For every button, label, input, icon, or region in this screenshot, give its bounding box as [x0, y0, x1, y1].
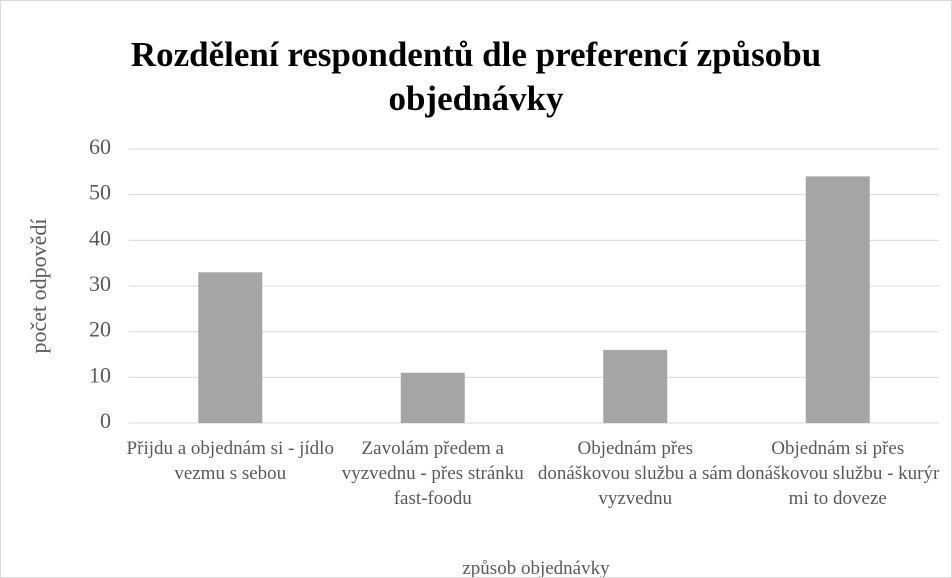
bar: [805, 176, 870, 423]
y-tick-label: 30: [89, 271, 111, 296]
y-tick-label: 60: [89, 134, 111, 159]
chart-title: Rozdělení respondentů dle preferencí způ…: [130, 35, 822, 118]
y-tick-label: 10: [89, 362, 111, 387]
bar: [198, 272, 263, 423]
y-tick-label: 40: [89, 225, 111, 250]
y-tick-label: 20: [89, 317, 111, 342]
y-axis-label: počet odpovědí: [26, 218, 51, 353]
y-tick-label: 0: [100, 408, 111, 433]
y-tick-label: 50: [89, 180, 111, 205]
bar: [400, 372, 465, 423]
x-tick-label: Objednám přes donáškovou službu a sám vy…: [537, 438, 733, 509]
x-axis-label: způsob objednávky: [462, 558, 610, 578]
x-tick-label: Objednám si přes donáškovou službu - kur…: [736, 438, 940, 509]
x-tick-label: Zavolám předem a vyzvednu - přes stránku…: [341, 438, 524, 509]
x-tick-label: Přijdu a objednám si - jídlo vezmu s seb…: [126, 438, 334, 484]
bar: [603, 349, 668, 423]
